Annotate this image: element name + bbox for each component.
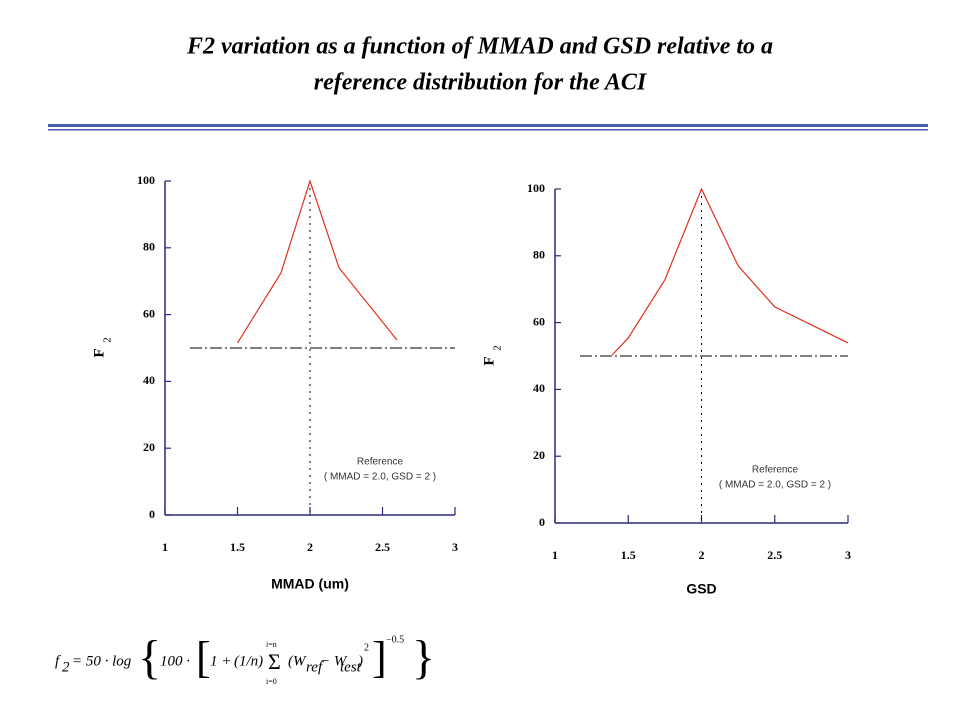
y-tick-label: 0 [149,507,155,521]
x-tick-label: 2.5 [767,548,782,562]
y-tick-label: 60 [143,306,155,320]
y-tick-label: 0 [539,515,545,529]
y-tick-label: 80 [143,240,155,254]
data-line [611,187,849,356]
formula-part: Σ [268,649,281,674]
formula-bracket: [ [196,633,211,682]
formula-part: −0.5 [386,634,404,645]
formula-part: 2 [62,659,70,675]
y-axis-label-sub: 2 [102,337,114,343]
y-tick-label: 20 [533,448,545,462]
formula-part: 100 · [160,653,190,669]
formula-part: f [55,653,61,669]
formula-part: = 50 · log [72,653,132,669]
formula-bracket: ] [372,633,387,682]
formula-brace: { [138,631,161,684]
title-rule [48,129,928,131]
y-tick-label: 100 [527,181,545,195]
annotation: ( MMAD = 2.0, GSD = 2 ) [324,472,436,483]
formula: f 2 = 50 · log { 100 · [ 1 + (1/n) Σ i=n… [55,631,435,686]
slide-title: F2 variation as a function of MMAD and G… [186,34,773,60]
x-axis-label: GSD [686,581,716,597]
x-tick-label: 2.5 [375,540,390,554]
x-tick-label: 1 [552,548,558,562]
formula-part: i=0 [266,677,277,686]
y-axis-label-sub: 2 [492,345,504,351]
x-tick-label: 3 [845,548,851,562]
annotation: ( MMAD = 2.0, GSD = 2 ) [719,480,831,491]
formula-part: 2 [364,642,369,653]
chart: 0 20 40 60 80 100 1 1.5 2 2.5 3 GSD F 2 Reference ( MMA… [481,181,851,597]
formula-part: ref [306,659,324,675]
y-axis-label: F [481,356,497,365]
x-tick-label: 1.5 [621,548,636,562]
y-tick-label: 80 [533,248,545,262]
formula-part: test [340,659,362,675]
y-tick-label: 20 [143,440,155,454]
x-tick-label: 2 [699,548,705,562]
x-tick-label: 3 [452,540,458,554]
y-tick-label: 40 [533,381,545,395]
x-tick-label: 1 [162,540,168,554]
y-axis-label: F [91,348,107,357]
slide-title: reference distribution for the ACI [314,70,648,96]
x-tick-label: 1.5 [230,540,245,554]
data-line [236,179,398,344]
formula-part: − W [320,653,348,669]
chart: 0 20 40 60 80 100 1 1.5 2 2.5 3 MMAD (um) F 2 Referenc… [91,173,458,592]
title-rule [48,124,928,127]
formula-part: ) [357,653,363,669]
formula-part: i=n [266,640,277,649]
annotation: Reference [357,457,404,468]
x-tick-label: 2 [307,540,313,554]
y-tick-label: 60 [533,314,545,328]
formula-part: (W [288,653,307,669]
y-tick-label: 40 [143,373,155,387]
formula-part: (1/n) [234,653,263,669]
formula-brace: } [412,631,435,684]
x-axis-label: MMAD (um) [271,576,349,592]
formula-part: 1 + [210,653,231,669]
annotation: Reference [752,465,799,476]
y-tick-label: 100 [137,173,155,187]
